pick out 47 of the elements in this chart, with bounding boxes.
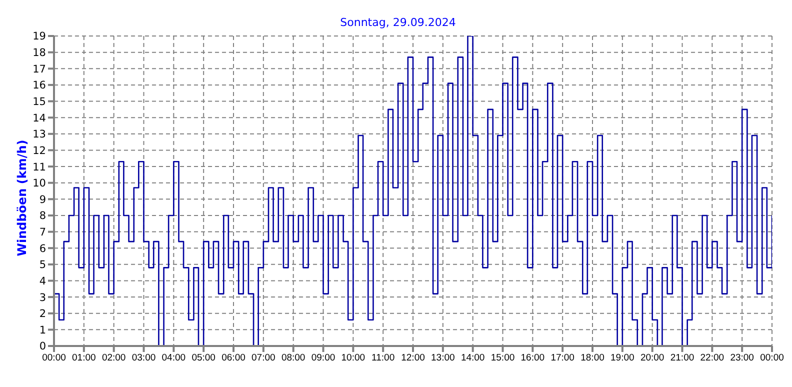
x-tick-label: 03:00: [132, 352, 156, 364]
y-tick-label: 4: [39, 275, 46, 288]
x-tick-label: 19:00: [610, 352, 634, 364]
x-tick-label: 04:00: [162, 352, 186, 364]
y-tick-label: 3: [39, 292, 46, 304]
y-tick-label: 10: [32, 178, 46, 190]
y-tick-label: 16: [32, 80, 46, 92]
y-tick-label: 9: [39, 194, 46, 206]
y-tick-label: 18: [32, 47, 46, 60]
x-tick-label: 16:00: [520, 352, 545, 364]
x-tick-label: 02:00: [102, 352, 126, 364]
x-tick-label: 00:00: [760, 352, 784, 364]
y-axis-title: Windböen (km/h): [15, 140, 29, 256]
y-tick-label: 12: [32, 144, 46, 157]
y-tick-label: 14: [32, 112, 46, 124]
x-tick-label: 06:00: [222, 352, 246, 364]
x-tick-label: 12:00: [401, 352, 425, 364]
x-tick-label: 11:00: [372, 352, 395, 364]
y-tick-label: 11: [32, 161, 46, 174]
x-tick-label: 01:00: [72, 352, 96, 364]
y-tick-label: 2: [39, 308, 46, 320]
y-tick-label: 1: [39, 324, 46, 336]
x-tick-label: 07:00: [252, 352, 276, 364]
x-tick-label: 09:00: [311, 352, 336, 364]
y-tick-label: 8: [39, 210, 46, 222]
x-tick-label: 22:00: [700, 352, 724, 364]
x-tick-label: 13:00: [431, 352, 455, 364]
x-tick-label: 18:00: [580, 352, 604, 364]
y-tick-label: 13: [32, 128, 46, 141]
x-tick-label: 10:00: [341, 352, 366, 364]
x-tick-label: 21:00: [670, 352, 694, 364]
y-tick-label: 19: [32, 30, 46, 43]
x-tick-label: 14:00: [460, 352, 485, 364]
y-tick-label: 17: [32, 63, 46, 76]
x-tick-label: 17:00: [550, 352, 574, 364]
x-tick-label: 23:00: [730, 352, 754, 364]
y-tick-label: 6: [39, 242, 46, 255]
y-tick-label: 5: [39, 259, 46, 272]
x-tick-label: 05:00: [192, 352, 216, 364]
y-tick-label: 0: [39, 340, 46, 353]
x-tick-label: 08:00: [281, 352, 306, 364]
chart-title: Sonntag, 29.09.2024: [339, 16, 457, 29]
y-tick-label: 15: [32, 96, 46, 108]
x-tick-label: 20:00: [640, 352, 664, 364]
x-tick-label: 00:00: [42, 352, 66, 364]
x-tick-label: 15:00: [490, 352, 515, 364]
y-tick-label: 7: [39, 226, 46, 239]
